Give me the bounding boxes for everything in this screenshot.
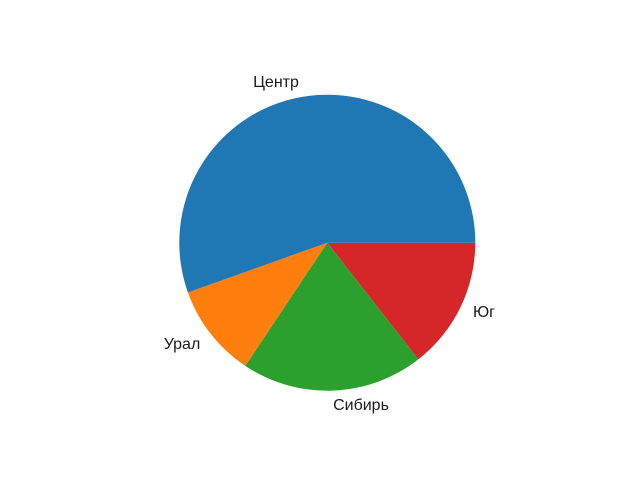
svg-text:Юг: Юг	[473, 304, 495, 321]
svg-text:Урал: Урал	[164, 336, 201, 353]
svg-text:Центр: Центр	[253, 74, 299, 91]
svg-text:Сибирь: Сибирь	[333, 397, 389, 414]
